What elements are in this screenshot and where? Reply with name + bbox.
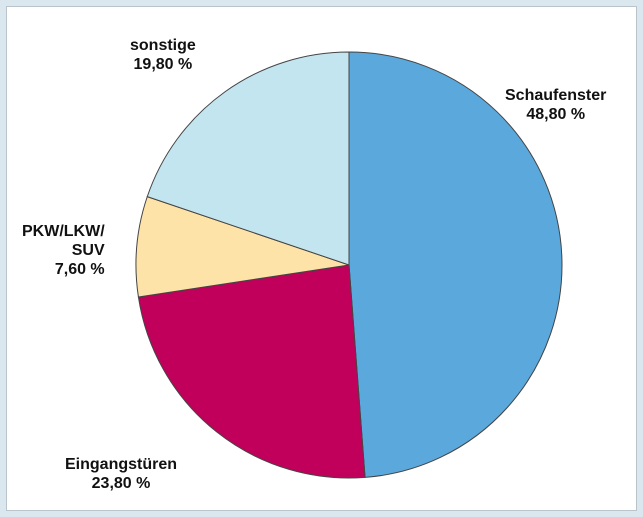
slice-label: PKW/LKW/ SUV 7,60 % xyxy=(22,222,105,279)
slice-label: Eingangstüren 23,80 % xyxy=(65,455,177,493)
category-label: sonstige xyxy=(130,37,196,54)
pie-slice xyxy=(348,51,563,478)
category-label: Eingangstüren xyxy=(65,456,178,473)
value-label: 23,80 % xyxy=(91,475,151,492)
value-label: 19,80 % xyxy=(133,56,193,73)
category-label: PKW/LKW/ SUV xyxy=(22,223,105,259)
value-label: 7,60 % xyxy=(54,261,105,278)
pie-slice xyxy=(137,264,366,479)
slice-label: sonstige 19,80 % xyxy=(130,36,196,74)
value-label: 48,80 % xyxy=(526,106,586,123)
pie-slice xyxy=(146,51,350,266)
pie-slice xyxy=(135,196,350,298)
slice-label: Schaufenster 48,80 % xyxy=(505,86,606,124)
category-label: Schaufenster xyxy=(505,87,607,104)
